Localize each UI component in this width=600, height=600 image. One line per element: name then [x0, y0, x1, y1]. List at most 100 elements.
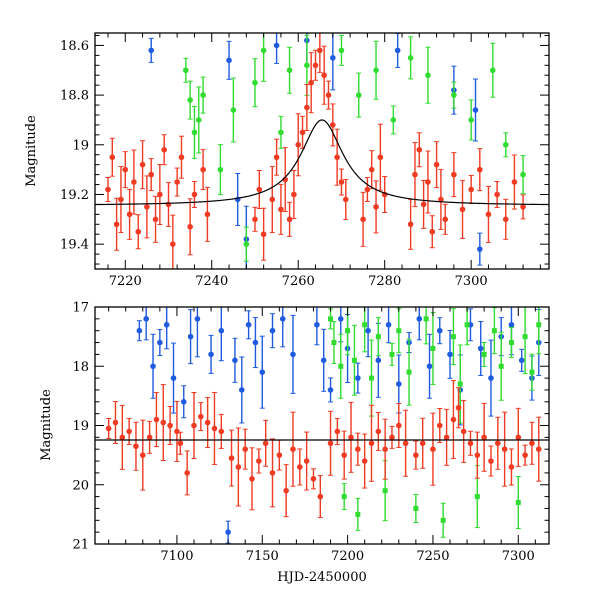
data-point: [502, 198, 509, 240]
bottom-panel-xlabel: HJD-2450000: [277, 570, 367, 585]
data-point: [273, 138, 280, 176]
data-point: [204, 397, 211, 449]
data-point: [511, 154, 518, 210]
data-point: [187, 80, 193, 120]
data-point: [187, 198, 193, 256]
y-tick-label: 18.8: [60, 89, 89, 104]
data-point: [109, 137, 116, 177]
data-point: [477, 320, 484, 376]
data-point: [425, 46, 431, 104]
top-panel-ylabel: Magnitude: [24, 115, 39, 187]
data-point: [362, 307, 368, 353]
data-point: [382, 418, 388, 480]
data-point: [390, 105, 397, 135]
data-point: [243, 226, 250, 262]
data-point: [430, 311, 436, 385]
data-point: [113, 197, 120, 251]
y-tick-label: 21: [72, 538, 89, 553]
data-point: [348, 401, 354, 473]
data-point: [425, 150, 431, 214]
data-point: [278, 183, 284, 235]
data-point: [330, 103, 336, 147]
data-point: [406, 338, 412, 406]
x-tick-label: 7300: [455, 274, 488, 289]
data-point: [355, 362, 361, 394]
data-point: [443, 408, 450, 466]
data-point: [157, 329, 163, 357]
data-point: [269, 313, 276, 349]
data-point: [157, 163, 163, 225]
data-point: [290, 314, 296, 394]
data-point: [488, 339, 494, 417]
data-point: [477, 148, 483, 192]
data-point: [170, 214, 176, 269]
data-point: [385, 307, 392, 344]
data-point: [338, 168, 345, 196]
data-point: [430, 412, 436, 486]
data-point: [119, 404, 126, 470]
data-point: [191, 105, 198, 159]
data-point: [208, 334, 214, 374]
bottom-panel-data-points: [105, 307, 542, 544]
data-point: [488, 445, 494, 477]
data-point: [218, 307, 225, 362]
data-point: [180, 385, 187, 419]
x-tick-label: 7100: [160, 549, 193, 564]
data-point: [341, 483, 347, 511]
data-point: [211, 391, 218, 465]
data-point: [426, 333, 433, 399]
data-point: [481, 341, 487, 367]
model-curve-line: [95, 119, 549, 206]
data-point: [396, 403, 402, 448]
data-point: [412, 142, 418, 208]
data-point: [245, 310, 252, 340]
data-point: [450, 308, 456, 366]
data-point: [317, 475, 324, 519]
data-point: [260, 33, 267, 82]
data-point: [249, 447, 255, 511]
y-tick-label: 19.2: [60, 188, 89, 203]
x-tick-label: 7240: [195, 274, 228, 289]
data-point: [485, 185, 492, 243]
data-point: [252, 58, 258, 108]
top-panel: 7220 7240 7260 7280 7300 18.6 18.8 19 19.2 19.4 M…: [24, 32, 550, 289]
data-point: [226, 40, 232, 80]
data-point: [242, 428, 248, 470]
data-point: [529, 421, 535, 465]
x-tick-label: 7250: [416, 549, 449, 564]
data-point: [160, 384, 167, 462]
data-point: [520, 155, 526, 195]
data-point: [459, 179, 466, 239]
data-point: [286, 46, 293, 94]
data-point: [150, 333, 156, 399]
data-point: [407, 36, 414, 80]
data-point: [183, 57, 189, 83]
data-point: [105, 177, 111, 203]
data-point: [174, 400, 180, 462]
data-point: [234, 172, 241, 226]
data-point: [515, 407, 522, 467]
data-point: [314, 307, 320, 346]
data-point: [136, 320, 143, 342]
data-point: [283, 464, 289, 518]
data-point: [148, 37, 155, 63]
data-point: [440, 502, 446, 538]
data-point: [146, 420, 153, 454]
top-panel-data-points: [105, 33, 526, 269]
data-point: [170, 342, 177, 414]
data-point: [520, 194, 526, 220]
data-point: [394, 33, 401, 68]
data-point: [328, 308, 334, 330]
data-point: [304, 84, 310, 132]
data-point: [522, 307, 528, 375]
data-point: [308, 52, 314, 114]
data-point: [312, 49, 319, 81]
x-tick-label: 7260: [282, 274, 315, 289]
data-point: [331, 321, 337, 365]
data-point: [148, 158, 155, 192]
bottom-panel: 7100 7150 7200 7250 7300 17 18 19 20 21 Magnitude…: [39, 301, 550, 585]
data-point: [228, 429, 235, 487]
data-point: [373, 40, 379, 100]
y-tick-label: 20: [72, 478, 89, 493]
data-point: [118, 165, 124, 233]
